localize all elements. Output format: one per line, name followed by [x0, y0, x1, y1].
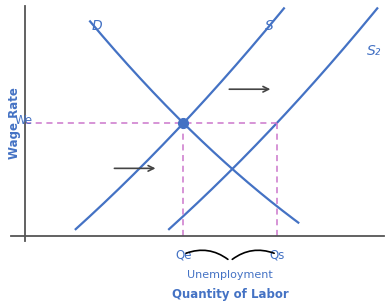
Text: Qe: Qe	[175, 249, 191, 262]
Text: Qs: Qs	[269, 249, 284, 262]
Y-axis label: Wage Rate: Wage Rate	[8, 87, 21, 159]
Text: S₂: S₂	[367, 44, 381, 58]
Text: Unemployment: Unemployment	[187, 270, 273, 280]
Text: D: D	[92, 19, 103, 33]
Text: S: S	[265, 19, 274, 33]
Text: We: We	[15, 115, 33, 127]
Text: Quantity of Labor: Quantity of Labor	[172, 288, 289, 301]
